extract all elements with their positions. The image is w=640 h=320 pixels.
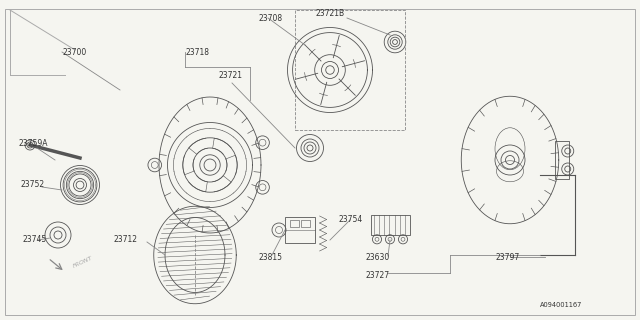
Bar bbox=[295, 10, 405, 130]
Text: 23745: 23745 bbox=[22, 236, 46, 244]
Text: 23721B: 23721B bbox=[315, 9, 344, 18]
Text: 23754: 23754 bbox=[338, 214, 362, 223]
Text: A094001167: A094001167 bbox=[540, 302, 582, 308]
Bar bbox=[301, 220, 310, 227]
Bar bbox=[555, 141, 568, 179]
Text: 23721: 23721 bbox=[218, 70, 242, 79]
Bar bbox=[290, 220, 299, 227]
Text: 23759A: 23759A bbox=[18, 139, 47, 148]
Text: 23797: 23797 bbox=[495, 253, 519, 262]
Text: 23718: 23718 bbox=[185, 47, 209, 57]
Bar bbox=[285, 217, 316, 243]
Text: 23712: 23712 bbox=[113, 236, 137, 244]
Text: 23752: 23752 bbox=[20, 180, 44, 188]
Text: 23708: 23708 bbox=[258, 13, 282, 22]
Text: 23815: 23815 bbox=[258, 253, 282, 262]
Text: 23727: 23727 bbox=[365, 270, 389, 279]
Text: FRONT: FRONT bbox=[72, 255, 93, 269]
Text: 23630: 23630 bbox=[365, 253, 389, 262]
Bar bbox=[371, 215, 410, 235]
Text: 23700: 23700 bbox=[62, 47, 86, 57]
